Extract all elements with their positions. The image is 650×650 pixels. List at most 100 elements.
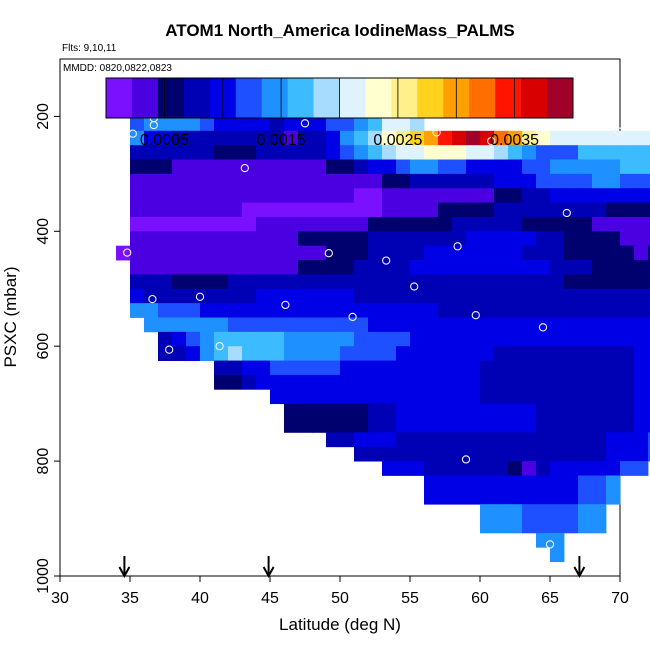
heat-cell: [550, 260, 565, 275]
heat-cell: [592, 274, 607, 290]
heat-cell: [368, 418, 383, 433]
heat-cell: [522, 216, 537, 232]
sample-point: [562, 208, 571, 218]
heat-cell: [214, 360, 229, 376]
heat-cell: [326, 288, 341, 304]
heat-cell: [340, 188, 355, 204]
heat-cell: [536, 216, 551, 232]
heat-cell: [424, 303, 439, 318]
heat-cell: [312, 374, 327, 390]
heat-cell: [242, 288, 257, 304]
heat-cell: [186, 303, 201, 318]
heat-cell: [144, 231, 159, 247]
colorbar-segment: [106, 78, 133, 118]
heat-cell: [424, 446, 439, 462]
heat-cell: [270, 360, 285, 376]
heat-cell: [480, 130, 495, 146]
heat-cell: [382, 202, 397, 218]
heat-cell: [130, 216, 145, 232]
heat-cell: [522, 331, 537, 347]
heat-cell: [494, 432, 509, 448]
heat-cell: [550, 360, 565, 376]
heat-cell: [396, 303, 411, 318]
heat-cell: [270, 260, 285, 275]
heat-cell: [228, 360, 243, 376]
heat-cell: [158, 245, 173, 261]
heat-cell: [522, 446, 537, 462]
heat-cell: [172, 116, 187, 132]
heat-cell: [284, 403, 299, 419]
heat-cell: [438, 145, 453, 160]
heat-cell: [130, 231, 145, 247]
heat-cell: [480, 317, 495, 333]
heat-cell: [424, 432, 439, 448]
heat-cell: [368, 288, 383, 304]
heat-cell: [494, 274, 509, 290]
heat-cell: [130, 288, 145, 304]
heat-cell: [522, 303, 537, 318]
heat-cell: [438, 173, 453, 189]
heat-cell: [130, 116, 145, 132]
heat-cell: [326, 317, 341, 333]
heat-cell: [144, 202, 159, 218]
heat-cell: [340, 374, 355, 390]
heat-cell: [550, 145, 565, 160]
heat-cell: [298, 145, 313, 160]
x-tick-label: 30: [51, 590, 69, 607]
heat-cell: [466, 360, 481, 376]
heat-cell: [214, 346, 229, 361]
heat-cell: [298, 331, 313, 347]
heat-cell: [634, 374, 649, 390]
heat-cell: [270, 145, 285, 160]
colorbar-segment: [339, 78, 366, 118]
heat-cell: [354, 432, 369, 448]
heat-cell: [452, 288, 467, 304]
heat-cell: [522, 260, 537, 275]
heat-cell: [550, 432, 565, 448]
heat-cell: [228, 331, 243, 347]
heat-cell: [508, 432, 523, 448]
heat-cell: [410, 389, 425, 405]
sample-point: [324, 249, 333, 258]
heat-cell: [508, 504, 523, 519]
heat-cell: [200, 130, 215, 146]
heat-cell: [340, 159, 355, 175]
heat-cell: [592, 389, 607, 405]
heat-cell: [634, 159, 649, 175]
heat-cell: [606, 360, 621, 376]
heat-cell: [130, 202, 145, 218]
heat-cell: [424, 260, 439, 275]
heat-cell: [606, 274, 621, 290]
heat-cell: [550, 245, 565, 261]
heat-cell: [312, 260, 327, 275]
heat-cell: [214, 245, 229, 261]
sample-point: [538, 323, 548, 332]
heat-cell: [256, 346, 271, 361]
heat-cell: [564, 159, 579, 175]
heat-cell: [410, 331, 425, 347]
heat-cell: [536, 432, 551, 448]
heat-cell: [578, 389, 593, 405]
heat-cell: [522, 374, 537, 390]
heat-cell: [368, 202, 383, 218]
heat-cell: [354, 418, 369, 433]
heat-cell: [382, 159, 397, 175]
heat-cell: [550, 489, 565, 505]
heat-cell: [228, 173, 243, 189]
heat-cell: [424, 461, 439, 476]
y-tick-label: 200: [35, 103, 52, 130]
heat-cell: [452, 145, 467, 160]
heat-cell: [326, 145, 341, 160]
heat-cell: [536, 303, 551, 318]
heat-cell: [592, 130, 607, 146]
heat-cell: [578, 403, 593, 419]
heat-cell: [438, 159, 453, 175]
heat-cell: [620, 231, 635, 247]
heat-cell: [368, 389, 383, 405]
heat-cell: [648, 274, 650, 290]
heat-cell: [592, 403, 607, 419]
heat-cell: [424, 274, 439, 290]
heat-cell: [172, 317, 187, 333]
heat-cell: [396, 116, 411, 132]
heat-cell: [508, 317, 523, 333]
